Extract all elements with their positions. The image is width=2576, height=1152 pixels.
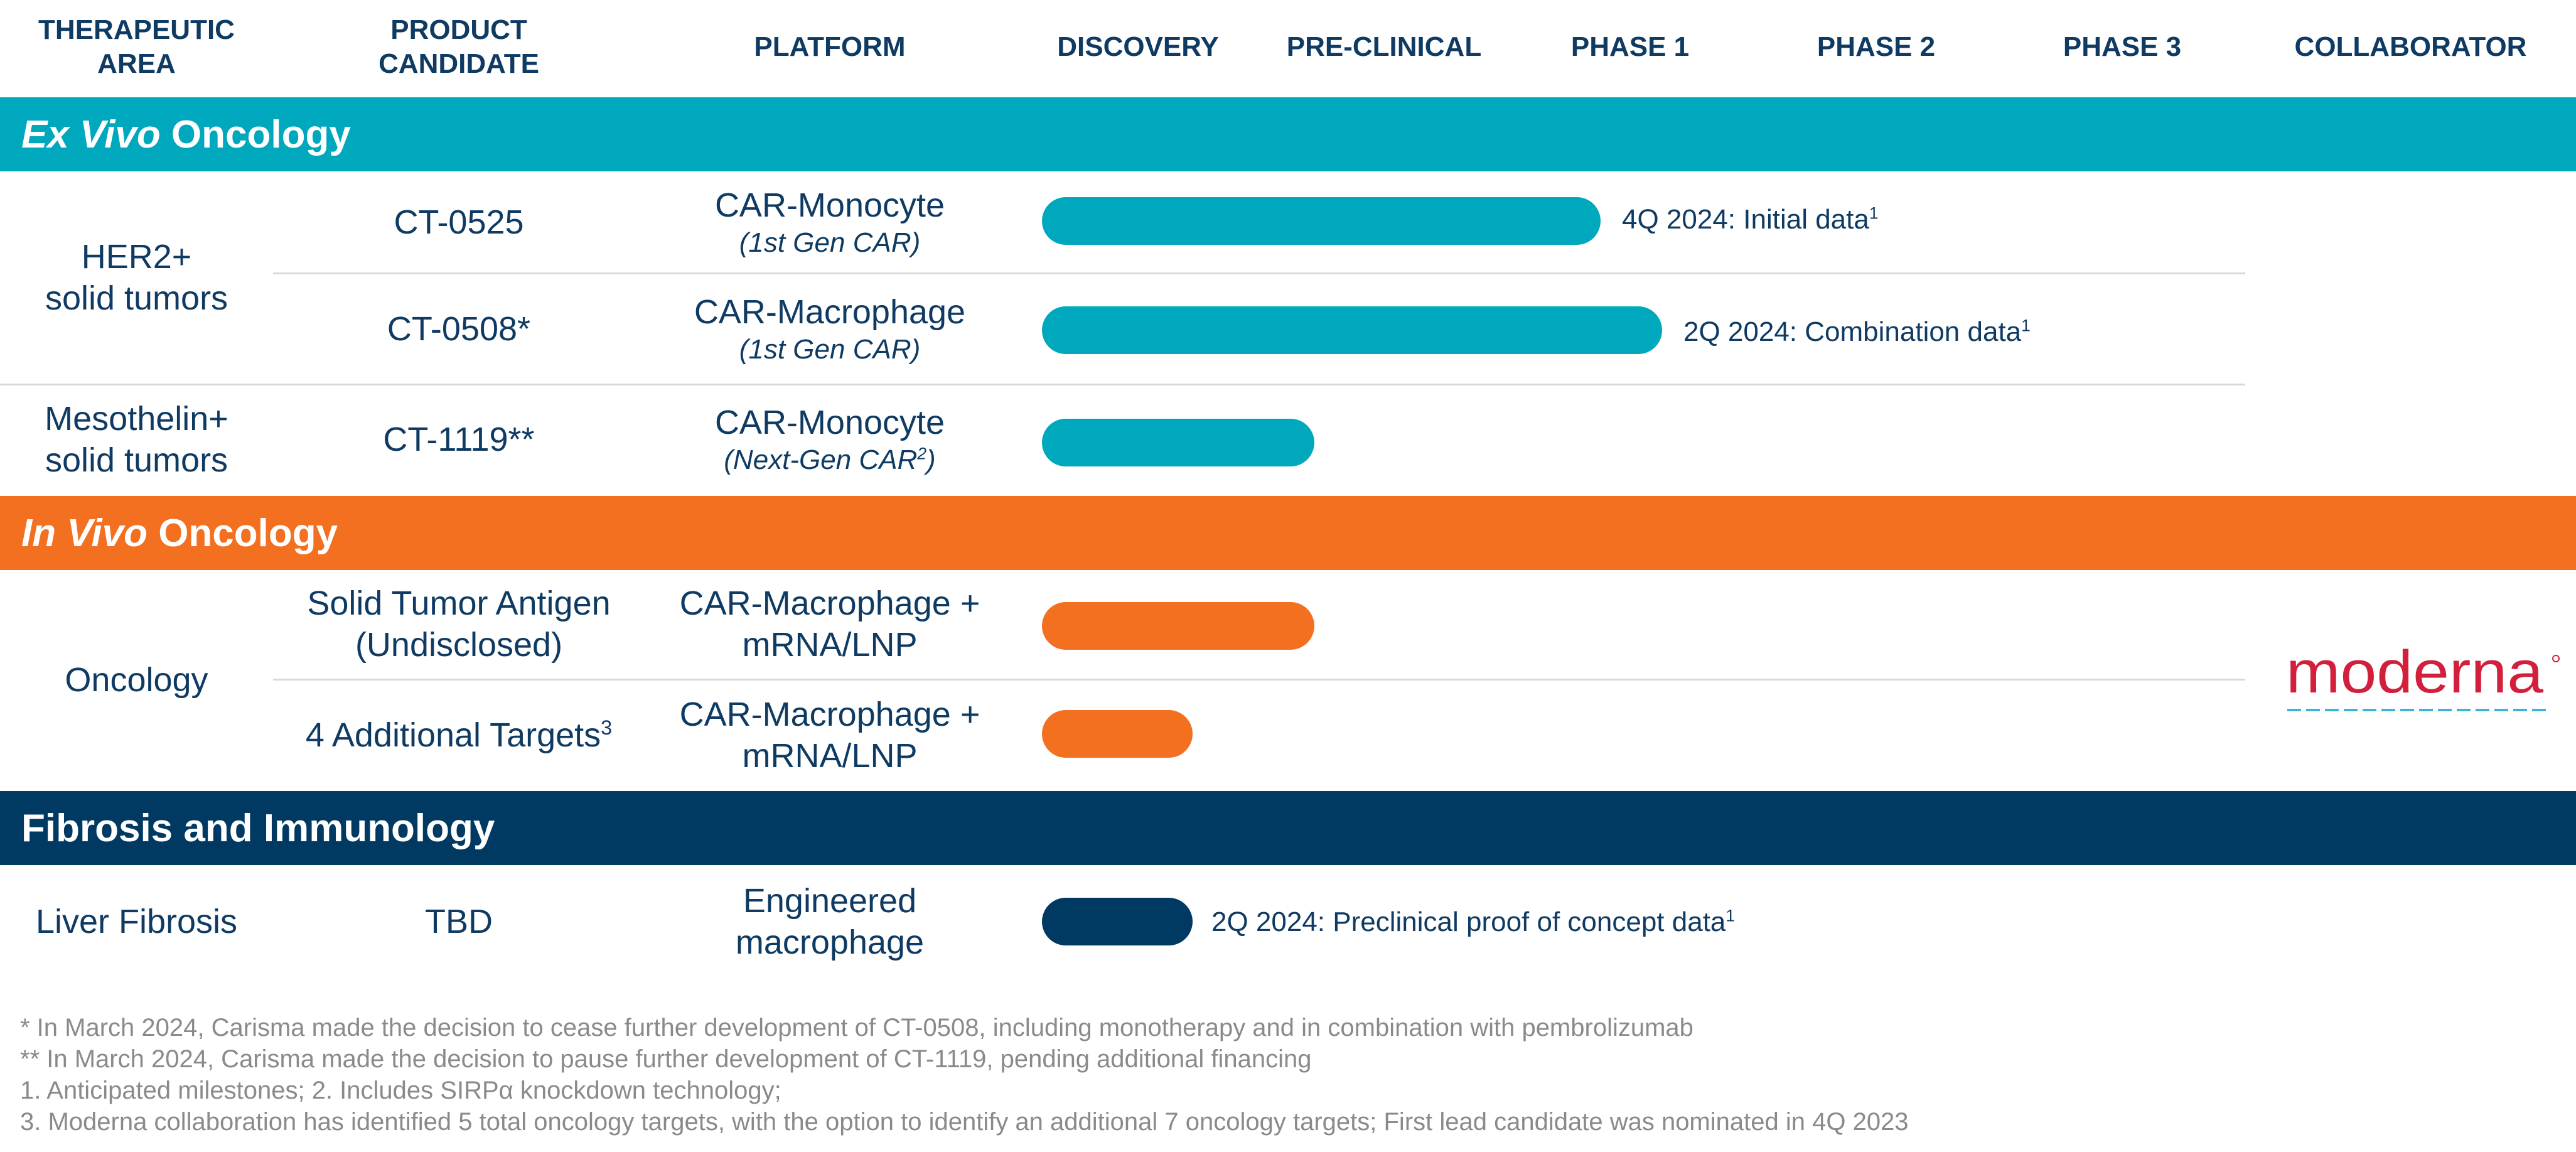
milestone-ct-0508: 2Q 2024: Combination data1 bbox=[1683, 315, 2031, 349]
milestone-ct-0508-sup: 1 bbox=[2021, 316, 2031, 335]
area-mesothelin-line1: Mesothelin+ bbox=[45, 400, 228, 438]
row-divider-1 bbox=[273, 272, 2245, 274]
area-her2-line2: solid tumors bbox=[45, 279, 228, 317]
platform-ct-0525-sub: (1st Gen CAR) bbox=[739, 227, 921, 258]
platform-solid-tumor-line1: CAR-Macrophage + bbox=[679, 584, 980, 622]
candidate-solid-tumor-line1: Solid Tumor Antigen bbox=[307, 584, 611, 622]
progress-bar-liver bbox=[1042, 898, 1193, 945]
header-discovery: DISCOVERY bbox=[1057, 31, 1219, 62]
milestone-liver: 2Q 2024: Preclinical proof of concept da… bbox=[1211, 905, 1735, 939]
candidate-additional-text: 4 Additional Targets bbox=[305, 716, 601, 754]
section-ex-vivo-italic: Ex Vivo bbox=[21, 112, 161, 156]
candidate-ct-1119: CT-1119** bbox=[383, 421, 535, 458]
candidate-ct-0525: CT-0525 bbox=[394, 203, 524, 241]
platform-solid-tumor: CAR-Macrophage + mRNA/LNP bbox=[645, 570, 1015, 678]
area-liver-fibrosis: Liver Fibrosis bbox=[35, 903, 238, 940]
section-fibrosis-title: Fibrosis and Immunology bbox=[21, 806, 495, 850]
milestone-ct-0508-text: 2Q 2024: Combination data bbox=[1683, 316, 2022, 347]
header-therapeutic-area-line2: AREA bbox=[97, 48, 176, 79]
platform-ct-0508-name: CAR-Macrophage bbox=[694, 293, 966, 331]
platform-additional-line1: CAR-Macrophage + bbox=[679, 696, 980, 733]
platform-ct-0525-name: CAR-Monocyte bbox=[714, 186, 945, 224]
header-phase1: PHASE 1 bbox=[1570, 31, 1690, 62]
platform-liver: Engineered macrophage bbox=[645, 865, 1015, 978]
section-in-vivo-oncology: In Vivo Oncology bbox=[0, 496, 2576, 570]
platform-additional: CAR-Macrophage + mRNA/LNP bbox=[645, 681, 1015, 790]
platform-ct-1119-sub-sup: 2 bbox=[917, 444, 927, 463]
footnote-3: 1. Anticipated milestones; 2. Includes S… bbox=[20, 1077, 781, 1104]
platform-ct-1119-sub-pre: (Next-Gen CAR bbox=[724, 444, 918, 475]
moderna-logo-svg: moderna bbox=[2286, 638, 2560, 711]
area-her2-line1: HER2+ bbox=[81, 238, 192, 276]
header-phase2: PHASE 2 bbox=[1817, 31, 1936, 62]
platform-ct-0508: CAR-Macrophage (1st Gen CAR) bbox=[645, 274, 1015, 384]
footnote-4: 3. Moderna collaboration has identified … bbox=[20, 1108, 1909, 1136]
platform-ct-1119-sub: (Next-Gen CAR2) bbox=[724, 443, 935, 477]
progress-bar-ct-1119 bbox=[1042, 419, 1314, 466]
platform-ct-0508-sub: (1st Gen CAR) bbox=[739, 334, 921, 365]
milestone-ct-0525-text: 4Q 2024: Initial data bbox=[1622, 204, 1869, 235]
progress-bar-ct-0508 bbox=[1042, 306, 1662, 354]
progress-bar-solid-tumor bbox=[1042, 602, 1314, 650]
header-therapeutic-area-line1: THERAPEUTIC bbox=[38, 14, 235, 45]
progress-bar-ct-0525 bbox=[1042, 197, 1601, 245]
milestone-liver-text: 2Q 2024: Preclinical proof of concept da… bbox=[1211, 907, 1726, 937]
header-platform: PLATFORM bbox=[754, 31, 906, 62]
moderna-logo-text: moderna bbox=[2286, 643, 2544, 706]
header-product-candidate: PRODUCT CANDIDATE bbox=[273, 0, 645, 94]
section-fibrosis-immunology: Fibrosis and Immunology bbox=[0, 791, 2576, 865]
candidate-additional-sup: 3 bbox=[601, 716, 613, 739]
area-her2: HER2+ solid tumors bbox=[0, 171, 273, 384]
section-in-vivo-rest: Oncology bbox=[147, 511, 338, 555]
header-phase3: PHASE 3 bbox=[2063, 31, 2182, 62]
header-collaborator: COLLABORATOR bbox=[2294, 31, 2527, 62]
platform-ct-0525: CAR-Monocyte (1st Gen CAR) bbox=[645, 171, 1015, 273]
footnote-2: ** In March 2024, Carisma made the decis… bbox=[20, 1045, 1312, 1073]
header-therapeutic-area: THERAPEUTIC AREA bbox=[0, 0, 273, 94]
row-divider-2 bbox=[0, 384, 2245, 385]
area-mesothelin: Mesothelin+ solid tumors bbox=[0, 385, 273, 493]
milestone-liver-sup: 1 bbox=[1725, 906, 1736, 925]
section-ex-vivo-rest: Oncology bbox=[160, 112, 351, 156]
candidate-solid-tumor-line2: (Undisclosed) bbox=[355, 626, 563, 664]
milestone-ct-0525: 4Q 2024: Initial data1 bbox=[1622, 203, 1879, 237]
platform-ct-1119: CAR-Monocyte (Next-Gen CAR2) bbox=[645, 385, 1015, 493]
area-mesothelin-line2: solid tumors bbox=[45, 441, 228, 479]
row-divider-3 bbox=[273, 679, 2245, 681]
platform-liver-line1: Engineered bbox=[743, 882, 917, 920]
header-product-candidate-line1: PRODUCT bbox=[390, 14, 527, 45]
header-preclinical: PRE-CLINICAL bbox=[1286, 31, 1482, 62]
section-in-vivo-italic: In Vivo bbox=[21, 511, 148, 555]
platform-ct-1119-name: CAR-Monocyte bbox=[714, 404, 945, 441]
platform-ct-1119-sub-post: ) bbox=[926, 444, 936, 475]
candidate-ct-0508: CT-0508* bbox=[387, 310, 531, 348]
progress-bar-additional bbox=[1042, 710, 1193, 758]
platform-liver-line2: macrophage bbox=[735, 923, 925, 961]
header-product-candidate-line2: CANDIDATE bbox=[378, 48, 539, 79]
platform-additional-line2: mRNA/LNP bbox=[742, 737, 918, 775]
footnote-1: * In March 2024, Carisma made the decisi… bbox=[20, 1014, 1693, 1042]
candidate-solid-tumor-antigen: Solid Tumor Antigen (Undisclosed) bbox=[273, 570, 645, 678]
candidate-tbd: TBD bbox=[425, 903, 493, 940]
platform-solid-tumor-line2: mRNA/LNP bbox=[742, 626, 918, 664]
section-ex-vivo-oncology: Ex Vivo Oncology bbox=[0, 97, 2576, 171]
candidate-additional-targets: 4 Additional Targets3 bbox=[273, 681, 645, 790]
milestone-ct-0525-sup: 1 bbox=[1869, 203, 1879, 223]
area-oncology: Oncology bbox=[65, 661, 208, 699]
moderna-logo: moderna bbox=[2285, 638, 2561, 719]
